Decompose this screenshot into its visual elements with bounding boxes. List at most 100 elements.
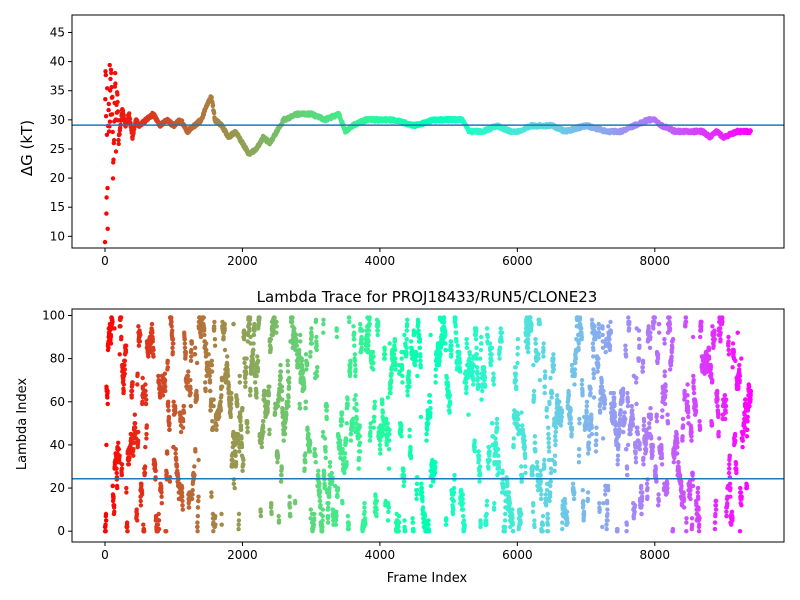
lambda-point [140, 399, 145, 404]
lambda-point [211, 403, 216, 409]
lambda-point [348, 360, 353, 366]
lambda-point [159, 490, 164, 495]
lambda-point [407, 427, 412, 432]
lambda-point [393, 367, 398, 372]
lambda-point [367, 315, 372, 320]
lambda-point [372, 399, 377, 404]
lambda-point [167, 421, 172, 426]
lambda-point [166, 399, 171, 404]
lambda-point [325, 520, 331, 525]
lambda-point [122, 362, 127, 368]
lambda-point [218, 408, 224, 413]
lambda-point [119, 462, 125, 467]
lambda-point [219, 393, 224, 398]
lambda-point [169, 319, 174, 325]
lambda-point [443, 332, 448, 338]
lambda-point [219, 522, 224, 527]
lambda-point [388, 390, 393, 396]
lambda-point [320, 524, 325, 530]
lambda-point [444, 375, 449, 381]
lambda-point [303, 399, 309, 404]
lambda-point [135, 438, 141, 443]
lambda-point [414, 496, 419, 502]
lambda-point [323, 455, 328, 461]
lambda-point [389, 371, 394, 376]
lambda-point [313, 317, 319, 322]
lambda-point [286, 384, 292, 389]
lambda-point [305, 427, 310, 432]
lambda-point [221, 334, 226, 340]
lambda-point [309, 326, 314, 331]
lambda-point [171, 399, 176, 404]
lambda-point [374, 507, 379, 512]
lambda-point [396, 513, 402, 519]
lambda-point [351, 330, 357, 335]
lambda-point [346, 526, 351, 532]
delta-g-point [104, 195, 109, 200]
delta-g-point [108, 88, 113, 93]
lambda-point [225, 354, 230, 359]
lambda-point [420, 498, 425, 504]
delta-g-axes-frame [71, 14, 785, 249]
lambda-point [214, 427, 219, 432]
lambda-point [406, 369, 412, 374]
lambda-point [308, 507, 313, 512]
lambda-point [243, 380, 248, 385]
lambda-point [116, 447, 121, 452]
lambda-point [122, 367, 128, 372]
lambda-point [339, 423, 344, 428]
lambda-point [255, 354, 260, 359]
lambda-point [228, 406, 234, 411]
lambda-point [374, 513, 379, 519]
lambda-point [266, 393, 271, 398]
lambda-point [139, 490, 145, 495]
lambda-point [387, 438, 392, 443]
lambda-point [122, 358, 128, 363]
lambda-point [393, 356, 398, 361]
lambda-point [105, 395, 110, 400]
lambda-point [236, 526, 241, 532]
lambda-point [354, 408, 359, 413]
lambda-point [407, 384, 412, 389]
lambda-point [290, 319, 295, 325]
delta-g-x-ticks: 0 2000 4000 6000 8000 [101, 248, 670, 268]
lambda-point [294, 343, 299, 348]
lambda-point [124, 485, 129, 491]
lambda-point [371, 354, 376, 359]
lambda-point [353, 367, 358, 372]
lambda-point [189, 347, 194, 353]
lambda-point [308, 349, 313, 355]
lambda-point [137, 339, 143, 344]
lambda-point [297, 401, 302, 407]
lambda-point [108, 332, 114, 338]
lambda-point [338, 442, 343, 448]
lambda-point [194, 395, 200, 400]
lambda-point [138, 498, 143, 504]
lambda-point [324, 408, 329, 413]
lambda-point [196, 494, 201, 499]
lambda-point [189, 341, 195, 346]
lambda-point [250, 352, 256, 357]
lambda-point [360, 328, 365, 333]
lambda-point [320, 529, 325, 534]
lambda-point [167, 427, 172, 432]
lambda-point [327, 464, 333, 469]
delta-g-point [109, 70, 114, 76]
lambda-point [144, 436, 149, 441]
lambda-point [303, 460, 308, 465]
lambda-point [312, 516, 317, 521]
lambda-point [335, 485, 341, 491]
lambda-point [416, 319, 421, 325]
lambda-point [287, 501, 292, 506]
delta-g-point [105, 226, 110, 231]
lambda-point [156, 511, 161, 517]
lambda-point [417, 345, 423, 350]
lambda-point [293, 501, 298, 506]
lambda-point [196, 457, 201, 463]
lambda-point [378, 451, 383, 456]
lambda-point [282, 431, 288, 437]
lambda-point [448, 339, 454, 344]
lambda-point [124, 343, 129, 348]
lambda-point [252, 321, 257, 327]
